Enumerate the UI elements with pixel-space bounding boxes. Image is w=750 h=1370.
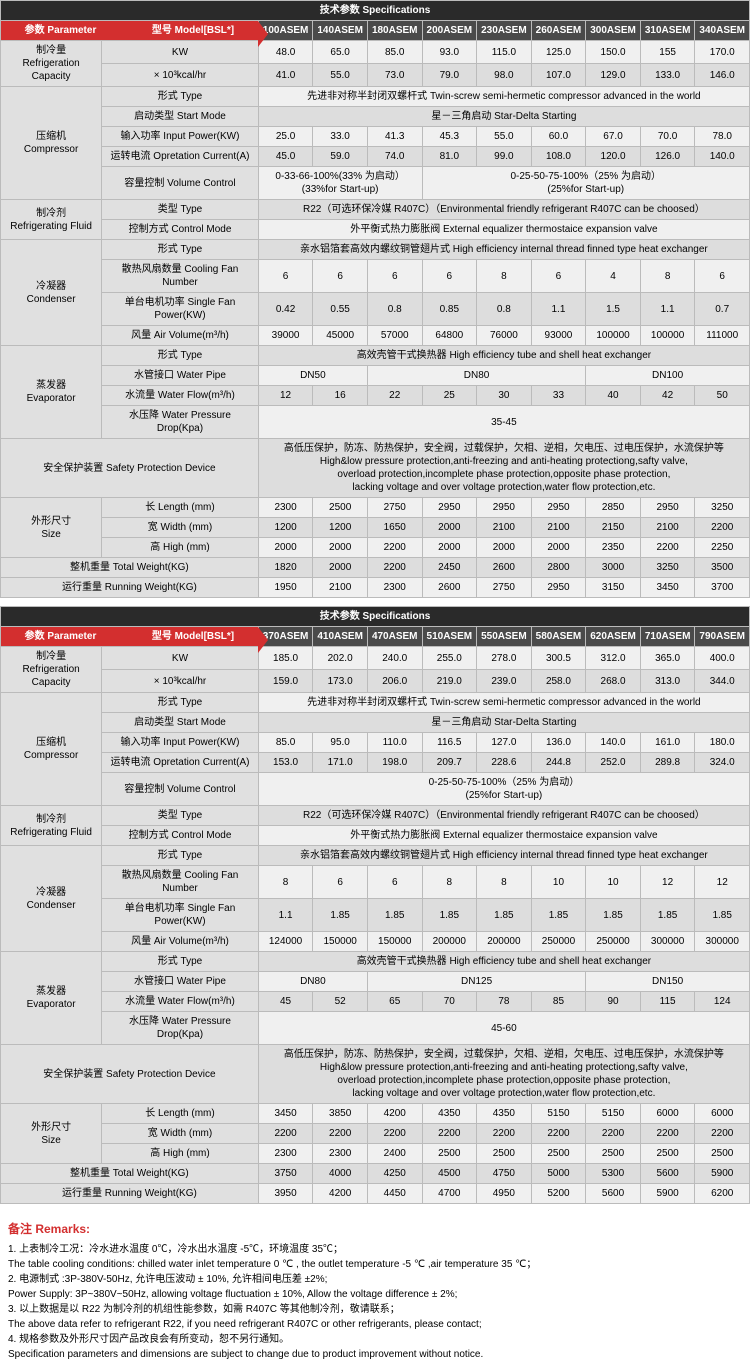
remarks-lines: 1. 上表制冷工况：冷水进水温度 0℃，冷水出水温度 -5℃，环境温度 35℃；… <box>8 1242 742 1362</box>
model-col: 180ASEM <box>367 21 422 41</box>
model-col: 790ASEM <box>695 627 750 647</box>
spec-title: 技术参数 Specifications <box>1 1 750 21</box>
param-header: 参数 Parameter 型号 Model[BSL*] <box>1 21 259 41</box>
remarks-section: 备注 Remarks: 1. 上表制冷工况：冷水进水温度 0℃，冷水出水温度 -… <box>0 1212 750 1370</box>
model-col: 310ASEM <box>640 21 695 41</box>
model-col: 340ASEM <box>695 21 750 41</box>
model-col: 300ASEM <box>586 21 641 41</box>
model-col: 230ASEM <box>477 21 532 41</box>
model-col: 510ASEM <box>422 627 477 647</box>
model-col: 140ASEM <box>313 21 368 41</box>
model-col: 470ASEM <box>367 627 422 647</box>
model-col: 580ASEM <box>531 627 586 647</box>
spec-title: 技术参数 Specifications <box>1 607 750 627</box>
model-col: 200ASEM <box>422 21 477 41</box>
model-col: 260ASEM <box>531 21 586 41</box>
model-col: 620ASEM <box>586 627 641 647</box>
remarks-title: 备注 Remarks: <box>8 1220 742 1238</box>
model-col: 410ASEM <box>313 627 368 647</box>
model-col: 710ASEM <box>640 627 695 647</box>
model-col: 550ASEM <box>477 627 532 647</box>
param-header: 参数 Parameter 型号 Model[BSL*] <box>1 627 259 647</box>
spec-table: 技术参数 Specifications参数 Parameter 型号 Model… <box>0 606 750 1204</box>
spec-table: 技术参数 Specifications参数 Parameter 型号 Model… <box>0 0 750 598</box>
